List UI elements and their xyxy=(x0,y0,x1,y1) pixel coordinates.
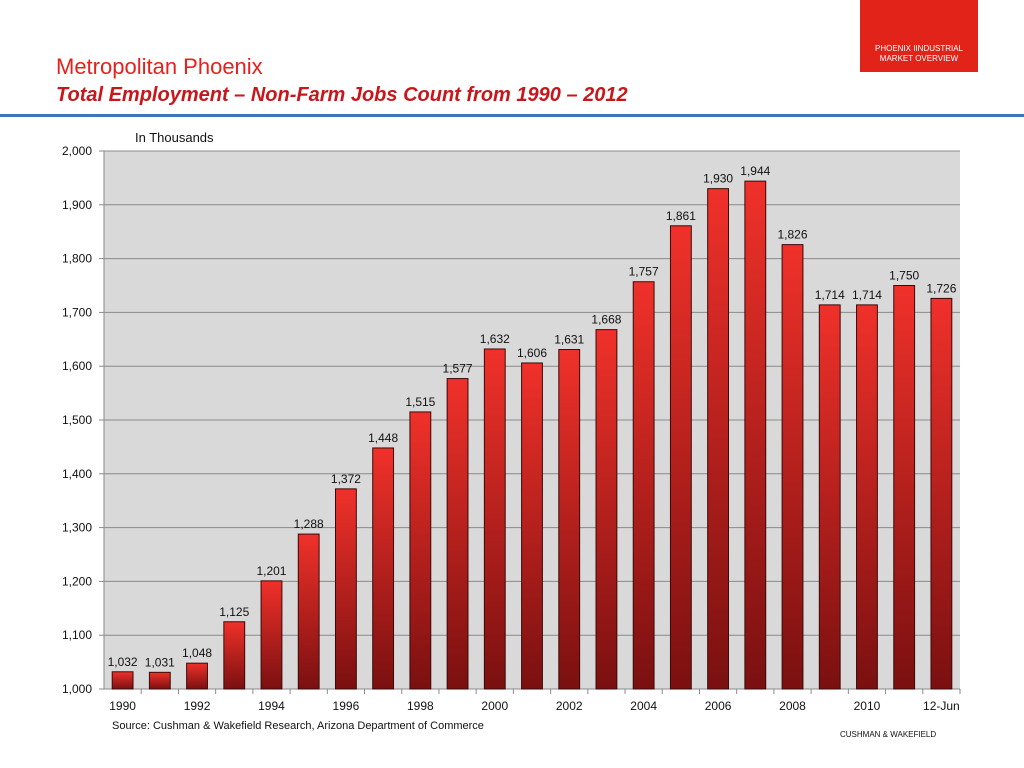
bar xyxy=(111,671,134,690)
bar xyxy=(893,285,916,690)
x-tick-label: 2000 xyxy=(481,699,508,713)
x-tick-label: 2004 xyxy=(630,699,657,713)
badge-line-2: MARKET OVERVIEW xyxy=(879,54,959,63)
y-tick-label: 1,600 xyxy=(62,359,92,373)
footer-brand: CUSHMAN & WAKEFIELD xyxy=(840,730,937,739)
data-label: 1,201 xyxy=(256,564,286,578)
y-tick-label: 1,300 xyxy=(62,521,92,535)
data-label: 1,714 xyxy=(852,288,882,302)
x-tick-label: 2006 xyxy=(705,699,732,713)
x-tick-label: 1994 xyxy=(258,699,285,713)
bar xyxy=(260,580,283,690)
bar xyxy=(595,329,618,690)
data-label: 1,372 xyxy=(331,472,361,486)
x-tick-label: 2002 xyxy=(556,699,583,713)
bar xyxy=(148,671,171,690)
x-tick-label: 1992 xyxy=(184,699,211,713)
x-tick-label: 1998 xyxy=(407,699,434,713)
bar xyxy=(856,304,878,690)
bar xyxy=(446,378,469,690)
data-label: 1,631 xyxy=(554,333,584,347)
data-label: 1,048 xyxy=(182,646,212,660)
data-label: 1,668 xyxy=(591,313,621,327)
data-label: 1,632 xyxy=(480,332,510,346)
data-label: 1,757 xyxy=(629,265,659,279)
data-label: 1,726 xyxy=(926,281,956,295)
bar xyxy=(334,488,357,690)
data-label: 1,288 xyxy=(294,517,324,531)
x-tick-label: 1990 xyxy=(109,699,136,713)
y-tick-label: 1,400 xyxy=(62,467,92,481)
y-tick-label: 1,800 xyxy=(62,252,92,266)
section-badge: PHOENIX IINDUSTRIAL MARKET OVERVIEW xyxy=(860,0,978,72)
data-label: 1,031 xyxy=(145,655,175,669)
source-note: Source: Cushman & Wakefield Research, Ar… xyxy=(112,720,484,732)
y-tick-label: 1,200 xyxy=(62,574,92,588)
bar xyxy=(930,297,953,690)
page-title: Metropolitan Phoenix xyxy=(56,54,263,79)
bar xyxy=(707,188,730,690)
data-label: 1,125 xyxy=(219,605,249,619)
bar xyxy=(297,533,320,690)
bar xyxy=(558,349,581,690)
x-tick-label: 1996 xyxy=(333,699,360,713)
bar xyxy=(521,362,543,690)
data-label: 1,515 xyxy=(405,395,435,409)
y-tick-label: 1,700 xyxy=(62,305,92,319)
bar xyxy=(632,281,655,690)
y-tick-label: 1,500 xyxy=(62,413,92,427)
page-subtitle: Total Employment – Non-Farm Jobs Count f… xyxy=(56,84,628,106)
data-label: 1,606 xyxy=(517,346,547,360)
data-label: 1,577 xyxy=(443,362,473,376)
data-label: 1,032 xyxy=(108,655,138,669)
y-tick-label: 1,900 xyxy=(62,198,92,212)
data-label: 1,944 xyxy=(740,164,770,178)
data-label: 1,448 xyxy=(368,431,398,445)
bar xyxy=(223,621,246,690)
y-tick-label: 2,000 xyxy=(62,144,92,158)
data-label: 1,750 xyxy=(889,269,919,283)
badge-line-1: PHOENIX IINDUSTRIAL xyxy=(874,44,963,53)
y-tick-label: 1,100 xyxy=(62,628,92,642)
bar xyxy=(781,244,804,690)
bar xyxy=(409,411,432,690)
bar xyxy=(744,180,767,690)
x-tick-label: 2008 xyxy=(779,699,806,713)
data-label: 1,930 xyxy=(703,172,733,186)
data-label: 1,826 xyxy=(778,228,808,242)
unit-label: In Thousands xyxy=(135,130,214,145)
x-tick-label: 2010 xyxy=(854,699,881,713)
data-label: 1,861 xyxy=(666,209,696,223)
bar xyxy=(818,304,841,690)
title-divider xyxy=(0,114,1024,117)
bar xyxy=(483,348,506,690)
y-tick-label: 1,000 xyxy=(62,682,92,696)
bar xyxy=(186,662,208,690)
bar xyxy=(372,447,395,690)
x-tick-label: 12-Jun xyxy=(923,699,960,713)
bar xyxy=(669,225,692,690)
data-label: 1,714 xyxy=(815,288,845,302)
